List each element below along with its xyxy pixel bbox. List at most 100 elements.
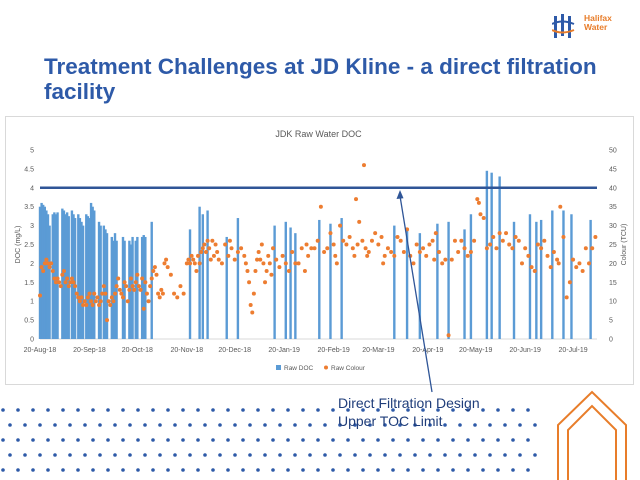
doc-bar [72, 214, 75, 339]
colour-point [38, 293, 42, 298]
colour-point [500, 238, 505, 243]
pattern-dot [241, 438, 245, 442]
colour-point [41, 268, 46, 273]
pattern-dot [196, 468, 200, 472]
pattern-dot [128, 453, 132, 457]
colour-point [95, 295, 100, 300]
pattern-dot [346, 438, 350, 442]
callout-arrow-head [396, 190, 404, 199]
colour-point [352, 253, 357, 258]
colour-point [526, 253, 531, 258]
colour-point [331, 242, 336, 247]
pattern-dot [106, 468, 110, 472]
colour-point [248, 302, 253, 307]
pattern-dot [76, 438, 80, 442]
legend-label-raw-doc: Raw DOC [284, 365, 314, 372]
pattern-dot [368, 453, 372, 457]
colour-point [535, 242, 540, 247]
colour-point [184, 261, 189, 266]
pattern-dot [398, 423, 402, 427]
colour-point [258, 257, 263, 262]
pattern-dot [383, 453, 387, 457]
pattern-dot [323, 453, 327, 457]
doc-bar [535, 221, 538, 339]
colour-point [516, 238, 521, 243]
colour-point [210, 238, 215, 243]
doc-bar [104, 229, 107, 339]
pattern-dot [106, 438, 110, 442]
colour-point [159, 287, 164, 292]
colour-point [243, 261, 248, 266]
pattern-dot [181, 438, 185, 442]
doc-bar [206, 210, 209, 339]
colour-point [456, 250, 461, 255]
colour-point [156, 291, 161, 296]
pattern-dot [308, 423, 312, 427]
pattern-dot [436, 408, 440, 412]
colour-point [61, 268, 66, 273]
colour-point [542, 238, 547, 243]
colour-point [468, 250, 473, 255]
colour-point [318, 204, 323, 209]
doc-bar [485, 170, 489, 339]
pattern-dot [8, 453, 12, 457]
pattern-dot [136, 408, 140, 412]
colour-point [103, 291, 108, 296]
pattern-dot [436, 438, 440, 442]
colour-point [76, 295, 81, 300]
y-right-axis-title: Colour (TCU) [621, 224, 628, 266]
pattern-dot [181, 468, 185, 472]
pattern-dot [98, 423, 102, 427]
colour-point [93, 299, 98, 304]
colour-point [363, 246, 368, 251]
colour-point [127, 287, 132, 292]
doc-bar [81, 225, 85, 339]
colour-point [68, 280, 73, 285]
colour-point [484, 246, 489, 251]
colour-point [519, 261, 524, 266]
colour-point [507, 242, 512, 247]
pattern-dot [211, 468, 215, 472]
y-left-tick-label: 4.5 [24, 166, 34, 173]
y-right-tick-label: 25 [609, 242, 617, 249]
colour-point [577, 261, 582, 266]
colour-point [433, 231, 438, 236]
doc-bar [91, 206, 94, 339]
callout-text: Direct Filtration Design Upper TOC Limit [338, 394, 480, 430]
colour-point [132, 287, 137, 292]
colour-point [44, 257, 49, 262]
colour-point [239, 246, 244, 251]
colour-point [264, 268, 269, 273]
pattern-dot [53, 423, 57, 427]
colour-point [354, 197, 359, 202]
colour-point [510, 246, 515, 251]
colour-point [293, 261, 298, 266]
x-tick-label: 20-Mar-19 [362, 347, 394, 354]
pattern-dot [83, 453, 87, 457]
colour-point [497, 231, 502, 236]
doc-bar [589, 219, 592, 339]
colour-point [109, 295, 114, 300]
doc-bar [405, 229, 409, 339]
colour-point [365, 253, 370, 258]
doc-bar [447, 221, 450, 339]
colour-point [274, 257, 279, 262]
colour-point [271, 246, 276, 251]
doc-bar [294, 233, 297, 339]
colour-point [208, 257, 213, 262]
x-tick-label: 20-Sep-18 [73, 347, 106, 354]
colour-point [333, 253, 338, 258]
doc-bar [53, 212, 56, 339]
colour-point [567, 280, 572, 285]
pattern-dot [31, 438, 35, 442]
doc-bar [99, 225, 102, 339]
pattern-dot [368, 423, 372, 427]
colour-point [106, 299, 111, 304]
colour-point [136, 284, 141, 289]
pattern-dot [61, 468, 65, 472]
colour-point [361, 163, 366, 168]
pattern-dot [443, 453, 447, 457]
colour-point [247, 280, 252, 285]
pattern-dot [16, 408, 20, 412]
colour-point [52, 276, 57, 281]
